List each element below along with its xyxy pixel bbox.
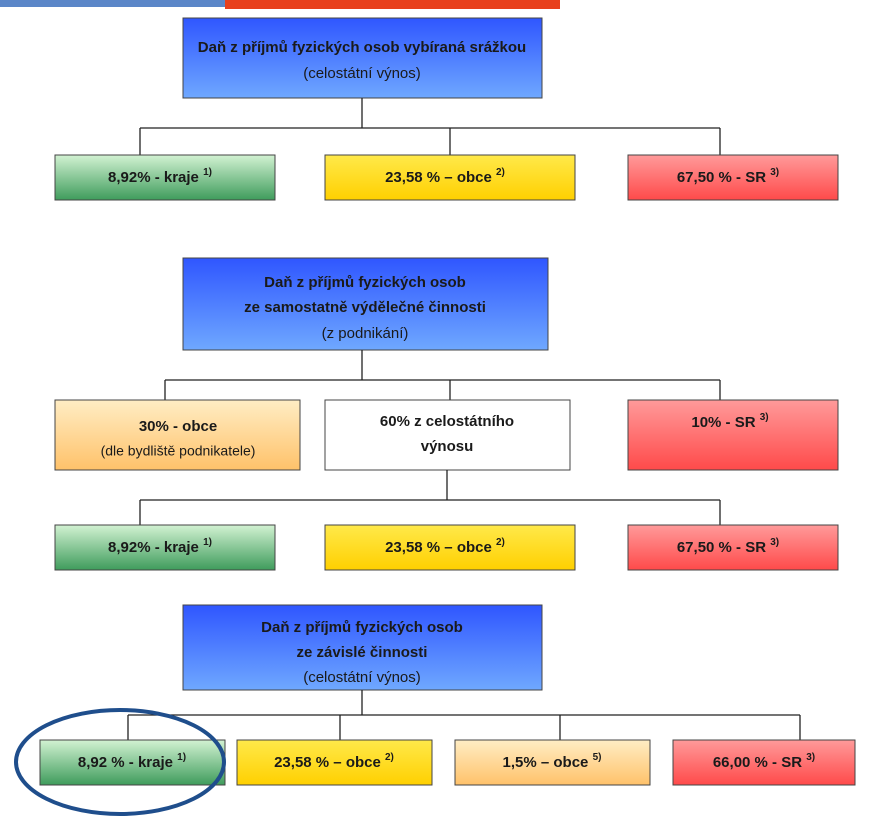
- highlight-ellipse: [14, 708, 226, 816]
- box: [54, 399, 301, 471]
- title-box: [182, 604, 543, 691]
- box-label: 23,58 % – obce 2): [385, 167, 505, 186]
- box: [627, 154, 839, 201]
- box: [324, 524, 576, 571]
- note: 2): [496, 167, 505, 178]
- label: 1,5% – obce: [503, 754, 589, 771]
- box: [627, 399, 839, 471]
- box-label: 67,50 % - SR 3): [677, 167, 779, 186]
- box-label: 30% - obce: [139, 418, 217, 435]
- box: [324, 154, 576, 201]
- title-line: (z podnikání): [322, 325, 409, 342]
- label: 23,58 % – obce: [385, 169, 492, 186]
- note: 3): [806, 752, 815, 763]
- note: 2): [496, 537, 505, 548]
- note: 5): [593, 752, 602, 763]
- label: 23,58 % – obce: [274, 754, 381, 771]
- box-label: 1,5% – obce 5): [503, 752, 602, 771]
- box: [54, 524, 276, 571]
- label: 23,58 % – obce: [385, 539, 492, 556]
- title-box: [182, 17, 543, 99]
- box: [324, 399, 571, 471]
- box: [627, 524, 839, 571]
- label: 8,92 % - kraje: [78, 754, 173, 771]
- box-label: 8,92% - kraje 1): [108, 537, 212, 556]
- box: [672, 739, 856, 786]
- box-label: 8,92 % - kraje 1): [78, 752, 186, 771]
- box: [454, 739, 651, 786]
- note: 1): [203, 537, 212, 548]
- label: 10% - SR: [691, 414, 755, 431]
- note: 2): [385, 752, 394, 763]
- box-label: 10% - SR 3): [691, 412, 768, 431]
- box-label: 23,58 % – obce 2): [385, 537, 505, 556]
- box-label: 8,92% - kraje 1): [108, 167, 212, 186]
- title-line: ze závislé činnosti: [297, 644, 428, 661]
- box-label: 60% z celostátního: [380, 413, 514, 430]
- box-label: (dle bydliště podnikatele): [101, 443, 256, 459]
- top-bar: [0, 0, 225, 7]
- title-line: ze samostatně výdělečné činnosti: [244, 299, 486, 316]
- note: 3): [770, 167, 779, 178]
- title-line: (celostátní výnos): [303, 65, 421, 82]
- note: 3): [760, 412, 769, 423]
- box: [39, 739, 226, 786]
- title-line: Daň z příjmů fyzických osob: [264, 274, 466, 291]
- title-line: (celostátní výnos): [303, 669, 421, 686]
- label: 67,50 % - SR: [677, 169, 766, 186]
- title-line: Daň z příjmů fyzických osob: [261, 619, 463, 636]
- label: 66,00 % - SR: [713, 754, 802, 771]
- box: [54, 154, 276, 201]
- box-label: 66,00 % - SR 3): [713, 752, 815, 771]
- top-bar: [225, 0, 560, 9]
- note: 1): [177, 752, 186, 763]
- label: 67,50 % - SR: [677, 539, 766, 556]
- title-box: [182, 257, 549, 351]
- note: 3): [770, 537, 779, 548]
- box-label: výnosu: [421, 438, 474, 455]
- box-label: 23,58 % – obce 2): [274, 752, 394, 771]
- label: 8,92% - kraje: [108, 169, 199, 186]
- title-line: Daň z příjmů fyzických osob vybíraná srá…: [198, 39, 526, 56]
- box: [236, 739, 433, 786]
- box-label: 67,50 % - SR 3): [677, 537, 779, 556]
- note: 1): [203, 167, 212, 178]
- label: 8,92% - kraje: [108, 539, 199, 556]
